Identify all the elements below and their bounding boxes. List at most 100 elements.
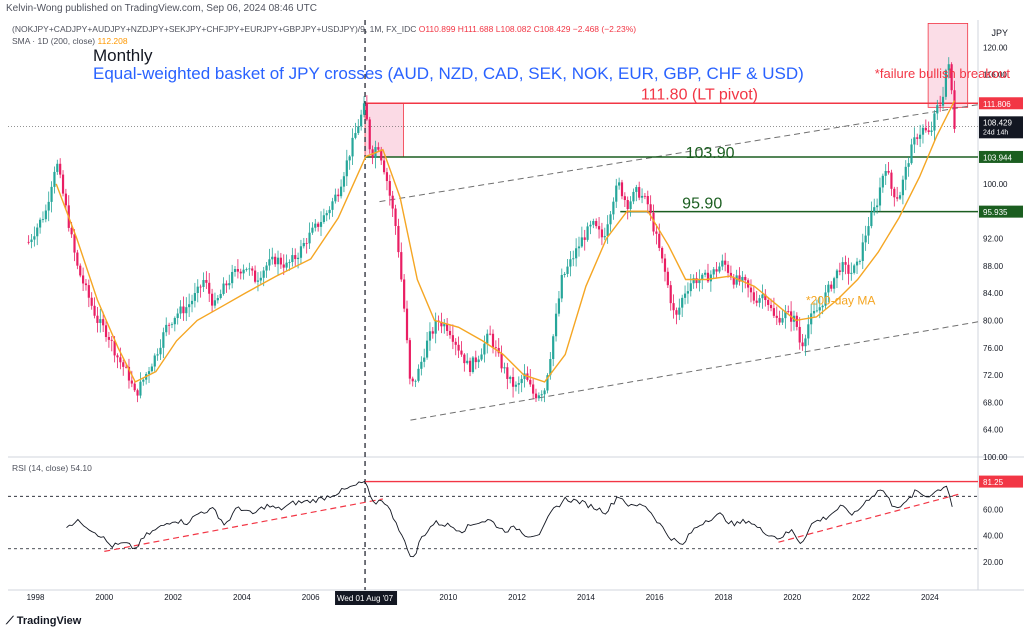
candle-body	[540, 394, 543, 396]
candle-body	[170, 324, 174, 326]
candle-body	[405, 308, 409, 341]
candle-body	[721, 260, 724, 267]
candle-body	[119, 357, 122, 363]
rsi-line	[66, 480, 953, 558]
candle-body	[534, 393, 538, 399]
candle-body	[913, 137, 916, 145]
candle-body	[90, 297, 93, 306]
candle-body	[208, 282, 211, 294]
candle-body	[864, 235, 867, 243]
candle-body	[706, 272, 710, 282]
candle-body	[368, 119, 371, 150]
candle-body	[772, 308, 776, 316]
candle-body	[96, 315, 99, 323]
candle-body	[460, 350, 463, 355]
y-tick-label: 88.00	[983, 262, 1004, 271]
candle-body	[185, 307, 188, 314]
candle-body	[64, 193, 68, 206]
candle-body	[342, 176, 346, 187]
candle-body	[314, 223, 317, 228]
candle-body	[577, 246, 581, 249]
candle-body	[698, 279, 701, 284]
support-price-tag-bg	[979, 205, 1023, 218]
candle-body	[514, 384, 518, 387]
candle-body	[663, 258, 667, 272]
candle-body	[417, 368, 420, 381]
candle-body	[216, 298, 219, 301]
candle-body	[689, 283, 692, 292]
candle-body	[188, 304, 191, 308]
candle-body	[692, 278, 695, 284]
countdown-tag: 24d 14h	[983, 129, 1008, 136]
candle-body	[638, 187, 641, 198]
candle-body	[600, 229, 604, 238]
candle-body	[73, 234, 76, 253]
candle-body	[494, 347, 497, 349]
candle-body	[916, 137, 919, 139]
candle-body	[99, 319, 102, 323]
candle-body	[812, 311, 816, 314]
candle-body	[102, 319, 105, 326]
candle-body	[807, 324, 810, 339]
candle-body	[477, 359, 480, 363]
candle-body	[603, 236, 606, 238]
candle-body	[924, 127, 927, 131]
candle-body	[236, 269, 239, 272]
candle-body	[302, 242, 305, 247]
candle-body	[764, 294, 767, 301]
candle-body	[758, 298, 761, 303]
candle-body	[936, 105, 939, 114]
candle-body	[881, 175, 884, 188]
candle-body	[454, 341, 457, 345]
candle-body	[844, 262, 847, 265]
x-tick-label: 2004	[233, 593, 251, 602]
candle-body	[245, 269, 248, 270]
candle-body	[411, 378, 414, 382]
candle-body	[153, 355, 156, 367]
symbol-legend: (NOKJPY+CADJPY+AUDJPY+NZDJPY+SEKJPY+CHFJ…	[12, 24, 636, 34]
candle-body	[804, 338, 807, 347]
candle-body	[44, 210, 47, 220]
candle-body	[133, 383, 136, 391]
candle-body	[468, 360, 472, 372]
candle-body	[761, 294, 764, 299]
x-tick-label: 2010	[439, 593, 457, 602]
candle-body	[104, 325, 108, 338]
support-price-tag: 95.935	[983, 208, 1008, 217]
candle-body	[84, 283, 88, 286]
rsi-tick-label: 60.00	[983, 505, 1004, 514]
candle-body	[666, 271, 669, 286]
candle-body	[331, 201, 334, 210]
candle-body	[322, 215, 325, 222]
candle-body	[735, 275, 738, 285]
candle-body	[529, 379, 532, 385]
candle-body	[732, 277, 735, 285]
candle-body	[887, 171, 890, 173]
candle-body	[921, 127, 925, 135]
candle-body	[420, 361, 423, 369]
candle-body	[933, 113, 936, 131]
candle-body	[500, 353, 503, 369]
candle-body	[116, 355, 119, 358]
candle-body	[305, 242, 308, 244]
candle-body	[497, 347, 500, 354]
last-price-tag: 108.429	[983, 118, 1012, 127]
candle-body	[838, 270, 841, 272]
candle-body	[271, 256, 274, 260]
y-tick-label: 76.00	[983, 344, 1004, 353]
candle-body	[471, 357, 475, 372]
candle-body	[380, 149, 383, 161]
candle-body	[339, 186, 343, 197]
pivot-price-tag-bg	[979, 97, 1023, 110]
candle-body	[351, 137, 354, 157]
candle-body	[122, 362, 125, 367]
resistance-price-tag-bg	[979, 150, 1023, 163]
candle-body	[425, 340, 429, 358]
x-tick-label: 2000	[95, 593, 113, 602]
candle-body	[403, 279, 406, 309]
candle-body	[225, 283, 228, 286]
candle-body	[167, 324, 171, 326]
candle-body	[431, 331, 434, 334]
candle-body	[661, 247, 664, 259]
